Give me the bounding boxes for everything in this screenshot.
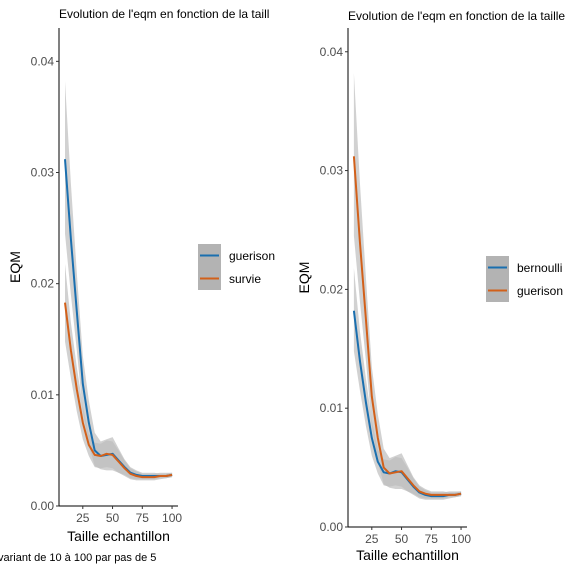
- x-tick-label: 100: [451, 532, 471, 546]
- legend-label-guerison: guerison: [229, 249, 275, 263]
- y-tick-label: 0.04: [320, 45, 344, 59]
- y-tick-label: 0.00: [320, 520, 344, 534]
- y-tick-label: 0.01: [31, 388, 55, 402]
- legend-label-guerison: guerison: [517, 284, 563, 298]
- y-axis-label: EQM: [7, 251, 23, 283]
- chart-title: Evolution de l'eqm en fonction de la tai…: [348, 9, 565, 23]
- y-axis-label: EQM: [296, 262, 312, 294]
- y-tick-label: 0.04: [31, 54, 55, 68]
- x-tick-label: 100: [162, 511, 182, 525]
- chart-panel-right: 0.00 0.01 0.02 0.03 0.04 25 50 75 100 Evolution d…: [296, 9, 565, 563]
- y-tick-label: 0.02: [320, 282, 344, 296]
- series-line-guerison: [352, 156, 462, 496]
- x-axis-label: Taille echantillon: [356, 547, 459, 563]
- x-tick-label: 25: [365, 532, 379, 546]
- x-tick-label: 75: [136, 511, 150, 525]
- y-tick-label: 0.02: [31, 277, 55, 291]
- y-tick-label: 0.03: [31, 166, 55, 180]
- x-tick-label: 75: [425, 532, 439, 546]
- chart-panel-left: 0.00 0.01 0.02 0.03 0.04 25 50 75 100 Evolution d…: [7, 7, 275, 544]
- chart-title: Evolution de l'eqm en fonction de la tai…: [59, 7, 269, 21]
- legend-label-bernoulli: bernoulli: [517, 261, 562, 275]
- legend-label-survie: survie: [229, 272, 261, 286]
- y-tick-label: 0.00: [31, 499, 55, 513]
- x-tick-label: 50: [106, 511, 120, 525]
- series-line-survie: [64, 302, 173, 479]
- legend: bernoulli guerison: [486, 256, 563, 302]
- y-tick-label: 0.03: [320, 164, 344, 178]
- y-tick-label: 0.01: [320, 401, 344, 415]
- x-tick-label: 25: [76, 511, 90, 525]
- legend: guerison survie: [198, 244, 275, 290]
- x-axis-label: Taille echantillon: [67, 528, 170, 544]
- x-tick-label: 50: [395, 532, 409, 546]
- figure-caption: variant de 10 à 100 par pas de 5: [0, 552, 156, 564]
